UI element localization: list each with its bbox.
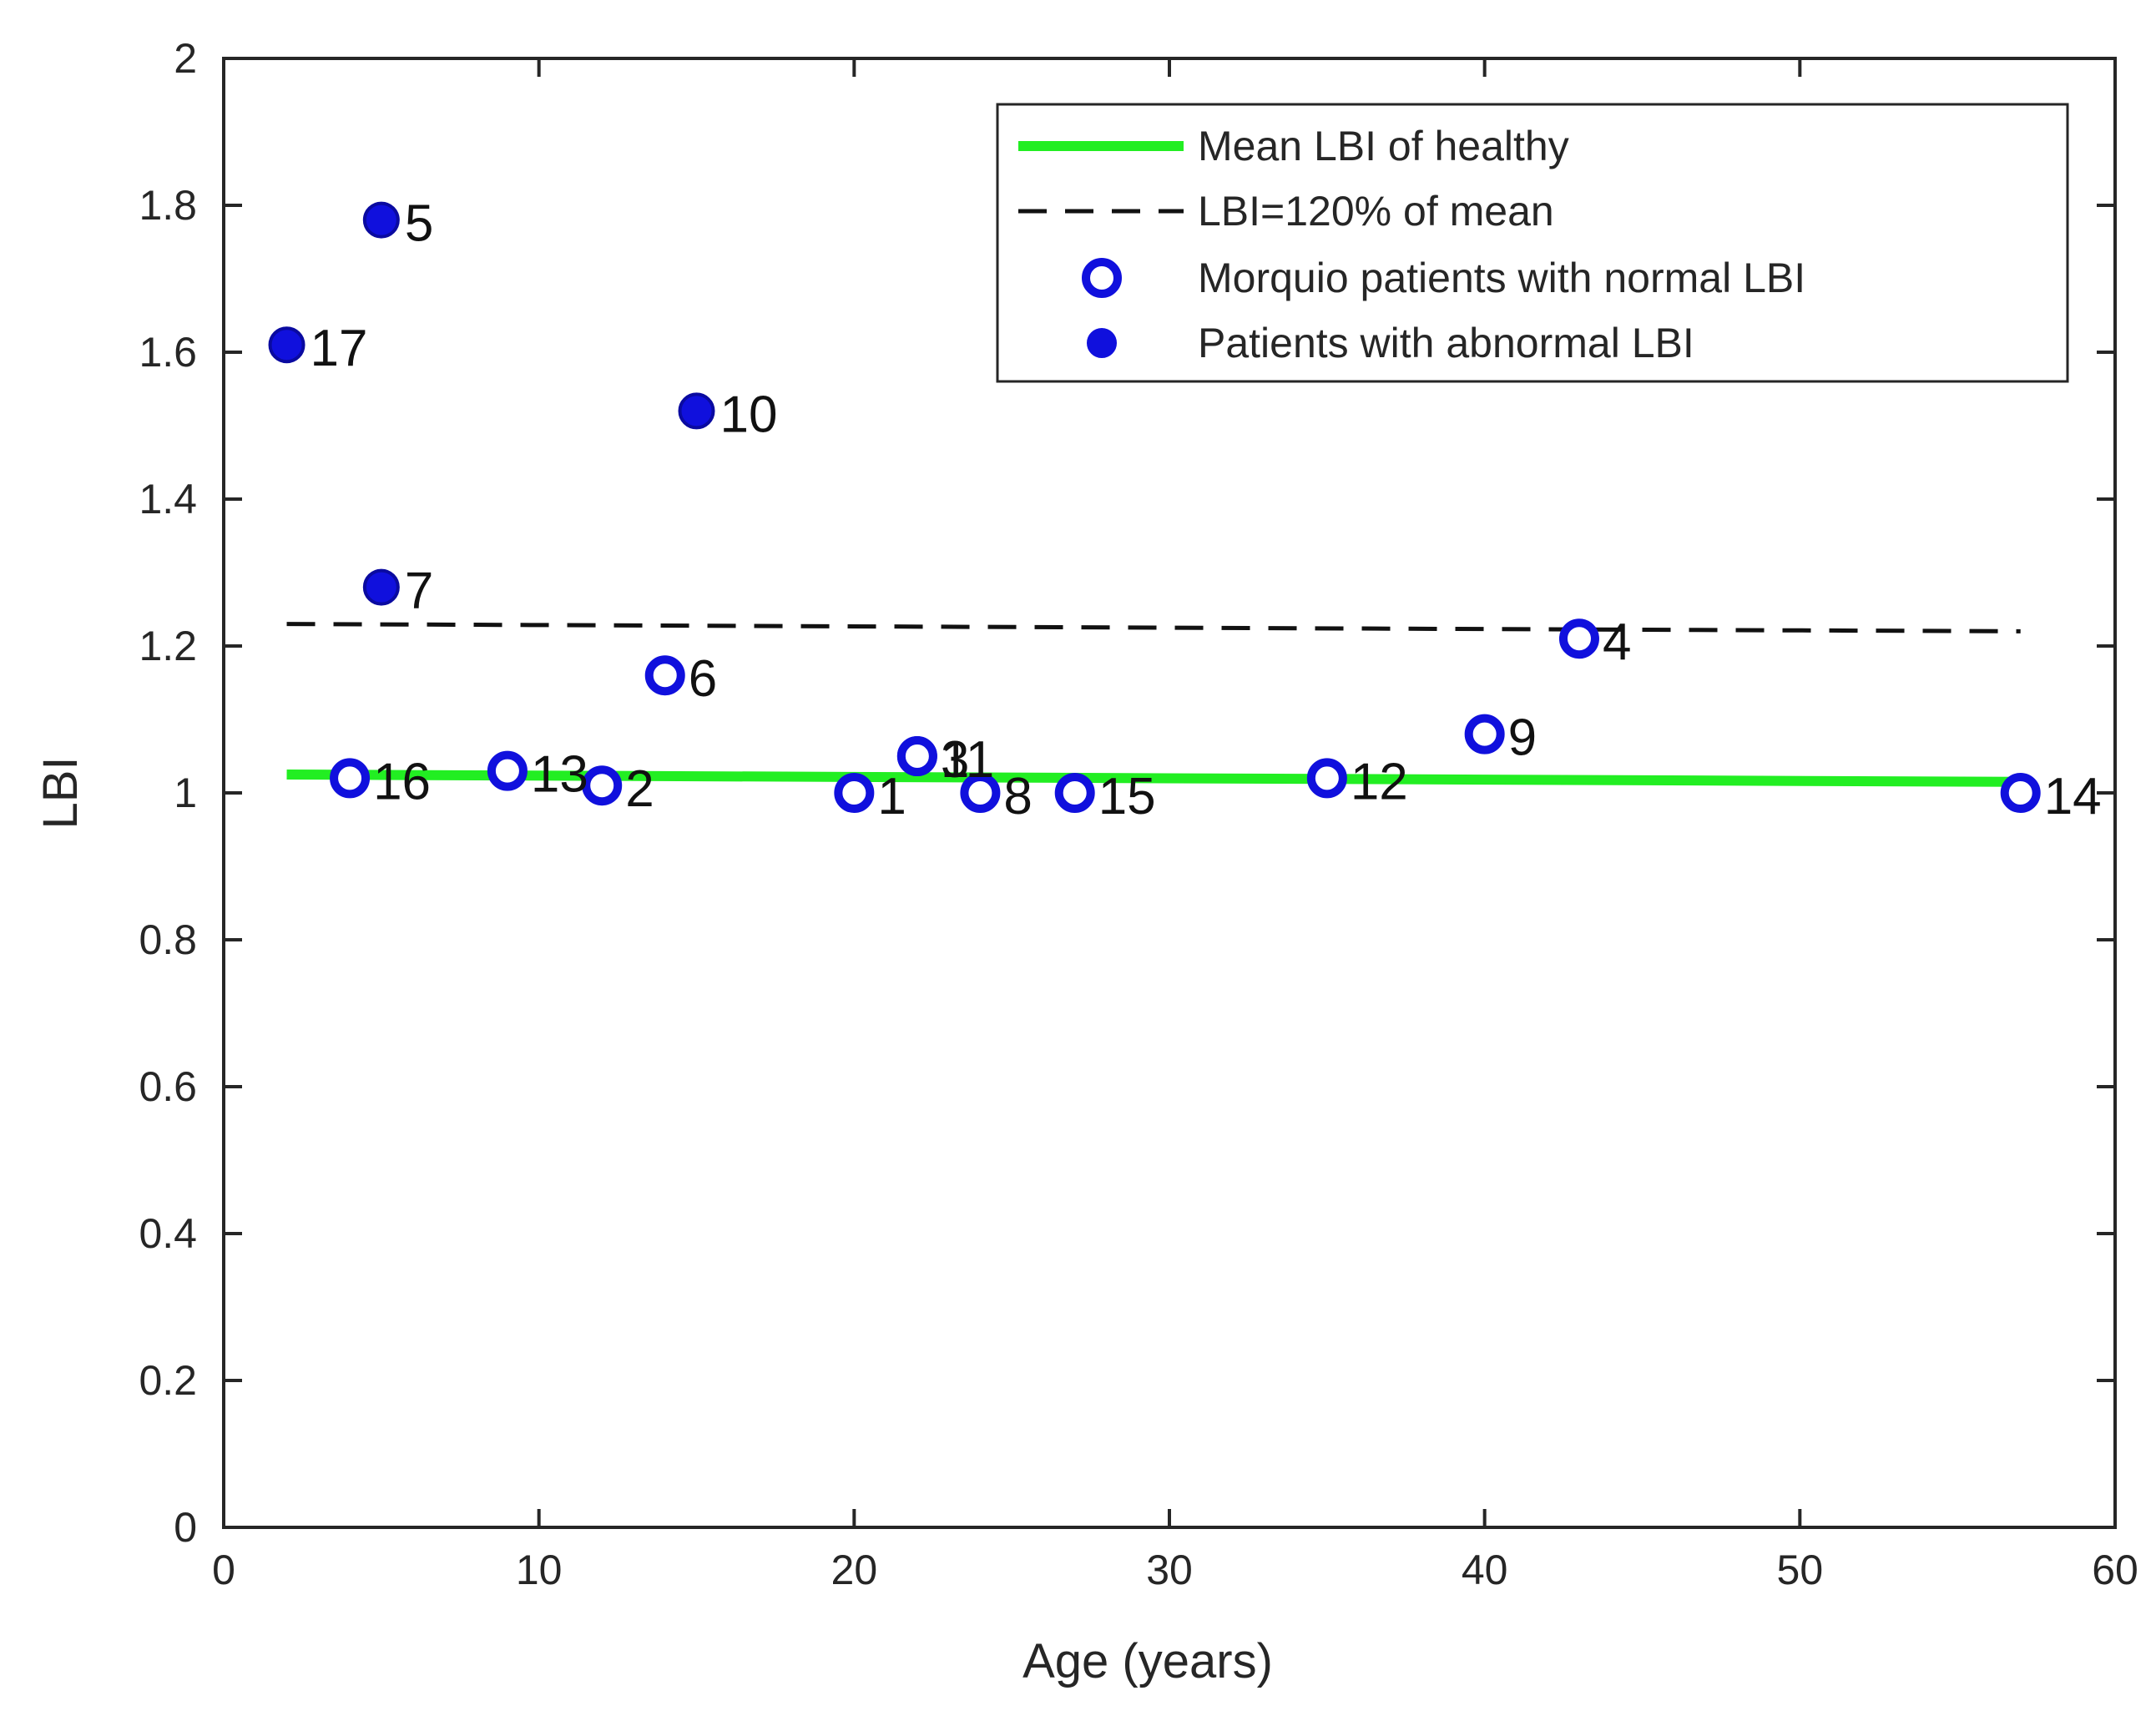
y-axis-title: LBI <box>33 756 88 829</box>
abnormal-lbi-marker <box>362 568 400 606</box>
point-label: 6 <box>689 650 717 708</box>
abnormal-lbi-marker <box>678 392 715 430</box>
normal-lbi-marker <box>644 655 685 696</box>
x-tick-label: 0 <box>212 1547 235 1593</box>
legend-threshold-label: LBI=120% of mean <box>1198 188 1554 235</box>
legend: Mean LBI of healthy LBI=120% of mean Mor… <box>996 103 2069 383</box>
threshold-120-line <box>286 622 2021 633</box>
x-axis-title: Age (years) <box>1022 1634 1273 1688</box>
y-tick-label: 1.4 <box>139 476 197 522</box>
point-label: 15 <box>1098 768 1156 825</box>
point-label: 13 <box>531 746 588 804</box>
reference-lines <box>286 622 2021 787</box>
y-tick-label: 1 <box>174 770 197 816</box>
y-tick-label: 0.2 <box>139 1357 197 1404</box>
y-tick-label: 1.8 <box>139 182 197 229</box>
axis-tick-labels: 0 10 20 30 40 50 60 0 0.2 0.4 0.6 0.8 1 1.2 1.4 1.6 1.8 2 <box>139 35 2138 1593</box>
y-tick-label: 0.6 <box>139 1063 197 1110</box>
normal-lbi-marker <box>2000 773 2041 813</box>
y-tick-label: 1.2 <box>139 623 197 669</box>
normal-lbi-marker <box>330 758 371 799</box>
legend-abnormal-label: Patients with abnormal LBI <box>1198 320 1694 366</box>
point-label: 1 <box>877 768 906 825</box>
normal-lbi-marker <box>1054 773 1095 813</box>
abnormal-lbi-marker <box>268 326 305 364</box>
y-tick-label: 0.8 <box>139 916 197 963</box>
x-tick-label: 10 <box>516 1547 563 1593</box>
point-label: 10 <box>720 386 778 443</box>
point-label: 16 <box>373 753 431 810</box>
point-label: 12 <box>1351 753 1408 810</box>
normal-lbi-marker <box>582 765 623 806</box>
point-label: 2 <box>625 760 654 818</box>
x-tick-label: 40 <box>1462 1547 1508 1593</box>
legend-filled-circle-marker <box>1087 328 1117 358</box>
point-label: 4 <box>1603 613 1631 671</box>
y-tick-label: 0 <box>174 1504 197 1551</box>
normal-lbi-marker <box>834 773 875 813</box>
x-tick-label: 30 <box>1146 1547 1193 1593</box>
y-tick-label: 0.4 <box>139 1210 197 1257</box>
y-tick-label: 1.6 <box>139 329 197 376</box>
y-tick-label: 2 <box>174 35 197 82</box>
point-label: 17 <box>311 320 368 377</box>
axis-ticks <box>222 57 2117 1529</box>
normal-lbi-marker <box>1558 618 1599 659</box>
abnormal-lbi-marker <box>362 201 400 239</box>
point-label: 5 <box>405 195 433 253</box>
point-label: 9 <box>1508 709 1537 767</box>
point-label: 3 <box>941 731 969 789</box>
mean-lbi-line <box>286 770 2021 787</box>
legend-mean-label: Mean LBI of healthy <box>1198 123 1569 169</box>
normal-lbi-marker <box>487 750 528 791</box>
legend-open-circle-marker <box>1082 258 1122 298</box>
data-markers <box>268 201 2041 813</box>
point-label: 14 <box>2044 768 2102 825</box>
x-tick-label: 20 <box>831 1547 878 1593</box>
x-tick-label: 50 <box>1777 1547 1824 1593</box>
normal-lbi-marker <box>1464 714 1505 754</box>
point-label: 7 <box>405 563 433 620</box>
normal-lbi-marker <box>960 773 1001 813</box>
legend-normal-label: Morquio patients with normal LBI <box>1198 255 1805 301</box>
point-label: 8 <box>1003 768 1032 825</box>
normal-lbi-marker <box>896 736 937 776</box>
x-tick-label: 60 <box>2092 1547 2138 1593</box>
normal-lbi-marker <box>1306 758 1347 799</box>
point-label: 11 <box>941 731 994 789</box>
